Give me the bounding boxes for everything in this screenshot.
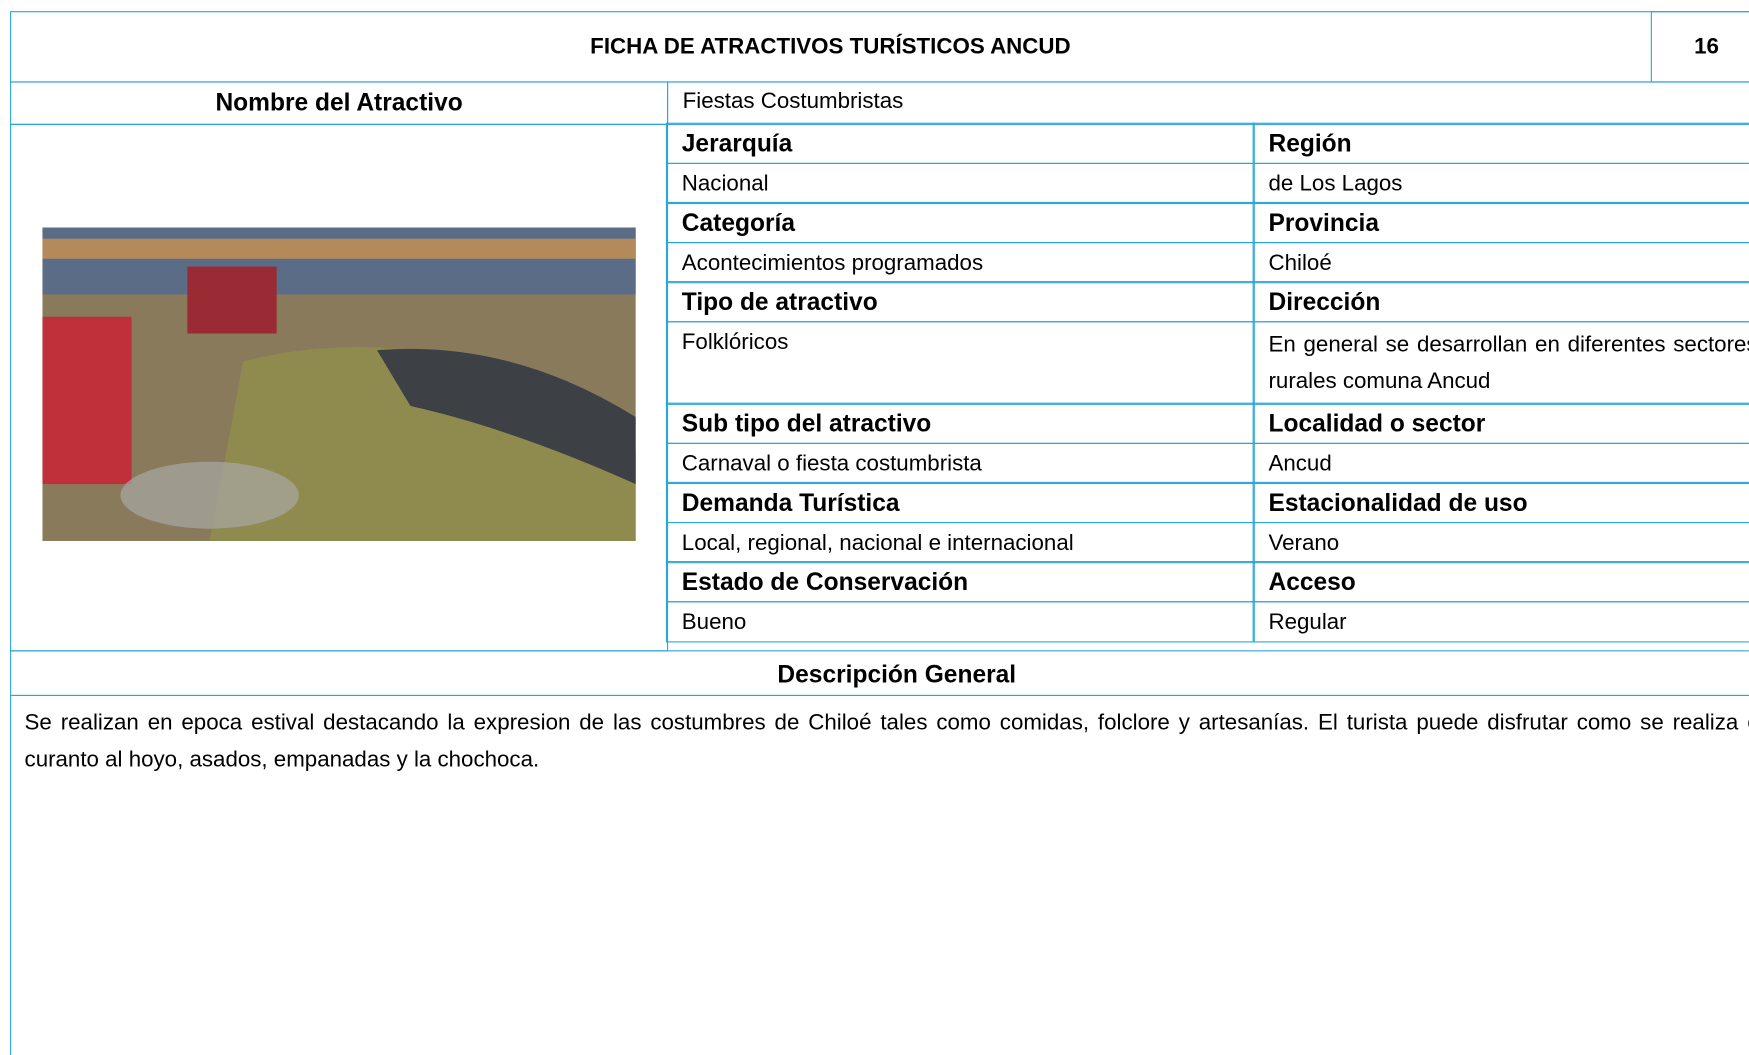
attribute-label: Dirección <box>1252 281 1749 323</box>
attribute-value: Acontecimientos programados <box>666 241 1255 284</box>
description-title: Descripción General <box>777 660 1017 689</box>
description-text: Se realizan en epoca estival destacando … <box>24 710 1749 772</box>
description-cell <box>10 694 1749 1055</box>
attribute-value: Regular <box>1252 600 1749 643</box>
attribute-value: Local, regional, nacional e internaciona… <box>666 521 1255 563</box>
attribute-value: Folklóricos <box>666 320 1255 405</box>
name-value: Fiestas Costumbristas <box>682 89 904 114</box>
attribute-label: Acceso <box>1252 561 1749 603</box>
attribute-value: de Los Lagos <box>1252 162 1749 204</box>
attribute-value: Chiloé <box>1252 241 1749 284</box>
attribute-label: Sub tipo del atractivo <box>666 402 1255 445</box>
attribute-value: En general se desarrollan en diferentes … <box>1252 320 1749 405</box>
name-value-cell <box>667 81 1749 125</box>
attribute-value: Carnaval o fiesta costumbrista <box>666 442 1255 484</box>
attribute-label: Estado de Conservación <box>666 561 1255 603</box>
attribute-label: Localidad o sector <box>1252 402 1749 445</box>
attribute-label: Tipo de atractivo <box>666 281 1255 323</box>
name-label: Nombre del Atractivo <box>215 88 463 117</box>
attribute-value: Verano <box>1252 521 1749 563</box>
photo <box>42 227 636 541</box>
attribute-value: Bueno <box>666 600 1255 643</box>
attribute-label: Categoría <box>666 202 1255 244</box>
title: FICHA DE ATRACTIVOS TURÍSTICOS ANCUD <box>590 34 1071 60</box>
attribute-label: Provincia <box>1252 202 1749 244</box>
page-number: 16 <box>1694 34 1719 60</box>
attribute-label: Región <box>1252 122 1749 165</box>
attribute-label: Jerarquía <box>666 122 1255 165</box>
attribute-value: Nacional <box>666 162 1255 204</box>
attribute-grid: Jerarquía Región Nacional de Los Lagos Categ… <box>666 122 1749 643</box>
attribute-value: Ancud <box>1252 442 1749 484</box>
attribute-label: Demanda Turística <box>666 482 1255 524</box>
attribute-label: Estacionalidad de uso <box>1252 482 1749 524</box>
